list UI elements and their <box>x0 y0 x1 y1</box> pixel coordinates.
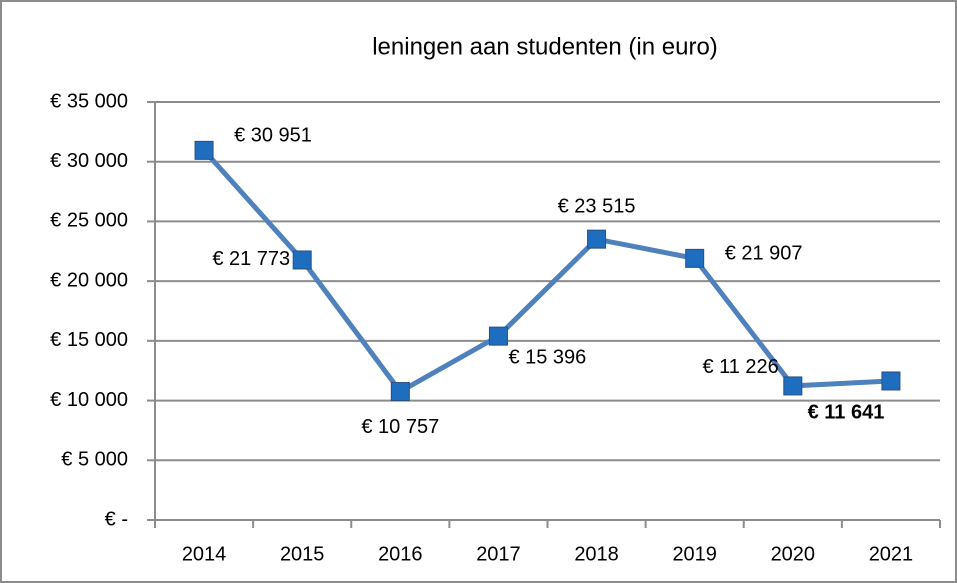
marker <box>881 371 901 391</box>
x-tick-label: 2017 <box>476 543 521 565</box>
line <box>202 148 892 395</box>
marker <box>194 140 214 160</box>
y-tick-label: € 25 000 <box>50 210 128 232</box>
x-tick-label: 2020 <box>771 543 816 565</box>
marker <box>292 250 312 270</box>
y-tick-label: € 35 000 <box>50 90 128 112</box>
y-tick-label: € 30 000 <box>50 150 128 172</box>
y-tick-label: € - <box>105 508 128 530</box>
marker <box>783 376 803 396</box>
data-label: € 10 757 <box>361 416 439 438</box>
marker <box>390 382 410 402</box>
y-tick-label: € 5 000 <box>61 449 128 471</box>
x-tick-label: 2016 <box>378 543 423 565</box>
chart-title: leningen aan studenten (in euro) <box>372 33 718 60</box>
marker <box>488 326 508 346</box>
data-label: € 11 641 <box>808 401 885 423</box>
marker <box>587 229 607 249</box>
data-label: € 15 396 <box>508 346 586 368</box>
data-label: € 11 226 <box>702 356 778 378</box>
data-label: € 21 773 <box>212 248 290 270</box>
x-tick-label: 2014 <box>182 543 227 565</box>
data-label: € 23 515 <box>558 195 636 217</box>
x-tick-label: 2021 <box>869 543 914 565</box>
x-tick-label: 2019 <box>672 543 717 565</box>
marker <box>685 248 705 268</box>
y-tick-label: € 20 000 <box>50 269 128 291</box>
x-tick-label: 2018 <box>574 543 619 565</box>
y-tick-label: € 15 000 <box>50 329 128 351</box>
data-label: € 21 907 <box>725 243 803 265</box>
y-tick-label: € 10 000 <box>50 389 128 411</box>
data-label: € 30 951 <box>234 125 312 147</box>
x-tick-label: 2015 <box>280 543 325 565</box>
